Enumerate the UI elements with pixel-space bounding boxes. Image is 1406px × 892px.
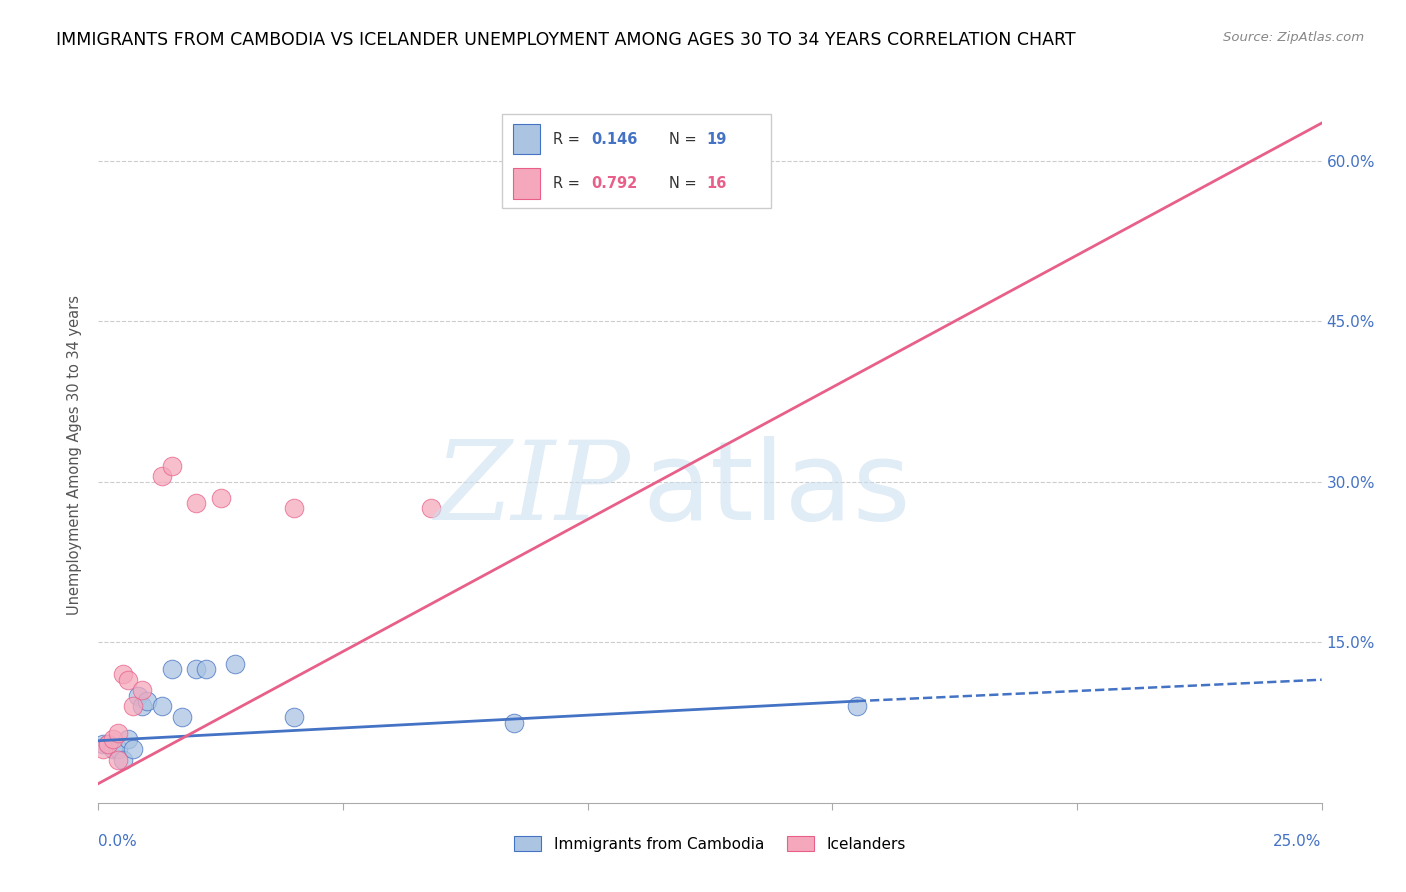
Point bbox=[117, 673, 139, 687]
Text: 25.0%: 25.0% bbox=[1274, 834, 1322, 849]
Point bbox=[195, 662, 218, 676]
Point bbox=[283, 501, 305, 516]
Point bbox=[127, 689, 149, 703]
Point bbox=[97, 737, 120, 751]
Point bbox=[97, 737, 120, 751]
Point bbox=[136, 694, 159, 708]
Point bbox=[170, 710, 193, 724]
Point bbox=[121, 699, 143, 714]
Y-axis label: Unemployment Among Ages 30 to 34 years: Unemployment Among Ages 30 to 34 years bbox=[67, 295, 83, 615]
Point bbox=[283, 710, 305, 724]
Point bbox=[117, 731, 139, 746]
Point bbox=[111, 667, 134, 681]
Text: atlas: atlas bbox=[643, 436, 911, 543]
Text: 0.0%: 0.0% bbox=[98, 834, 138, 849]
Point bbox=[91, 737, 114, 751]
Point bbox=[224, 657, 246, 671]
Point bbox=[150, 469, 173, 483]
Text: IMMIGRANTS FROM CAMBODIA VS ICELANDER UNEMPLOYMENT AMONG AGES 30 TO 34 YEARS COR: IMMIGRANTS FROM CAMBODIA VS ICELANDER UN… bbox=[56, 31, 1076, 49]
Legend: Immigrants from Cambodia, Icelanders: Immigrants from Cambodia, Icelanders bbox=[508, 830, 912, 858]
Point bbox=[186, 496, 208, 510]
Point bbox=[150, 699, 173, 714]
Point bbox=[91, 742, 114, 756]
Point bbox=[107, 742, 129, 756]
Point bbox=[420, 501, 443, 516]
Point bbox=[131, 699, 153, 714]
Point bbox=[107, 726, 129, 740]
Point bbox=[636, 180, 658, 194]
Point bbox=[121, 742, 143, 756]
Point bbox=[107, 753, 129, 767]
Point bbox=[101, 742, 124, 756]
Point bbox=[160, 458, 183, 473]
Point bbox=[111, 753, 134, 767]
Point bbox=[503, 715, 526, 730]
Point bbox=[209, 491, 232, 505]
Point bbox=[186, 662, 208, 676]
Point bbox=[845, 699, 868, 714]
Point bbox=[160, 662, 183, 676]
Text: ZIP: ZIP bbox=[434, 436, 630, 543]
Point bbox=[131, 683, 153, 698]
Text: Source: ZipAtlas.com: Source: ZipAtlas.com bbox=[1223, 31, 1364, 45]
Point bbox=[101, 731, 124, 746]
